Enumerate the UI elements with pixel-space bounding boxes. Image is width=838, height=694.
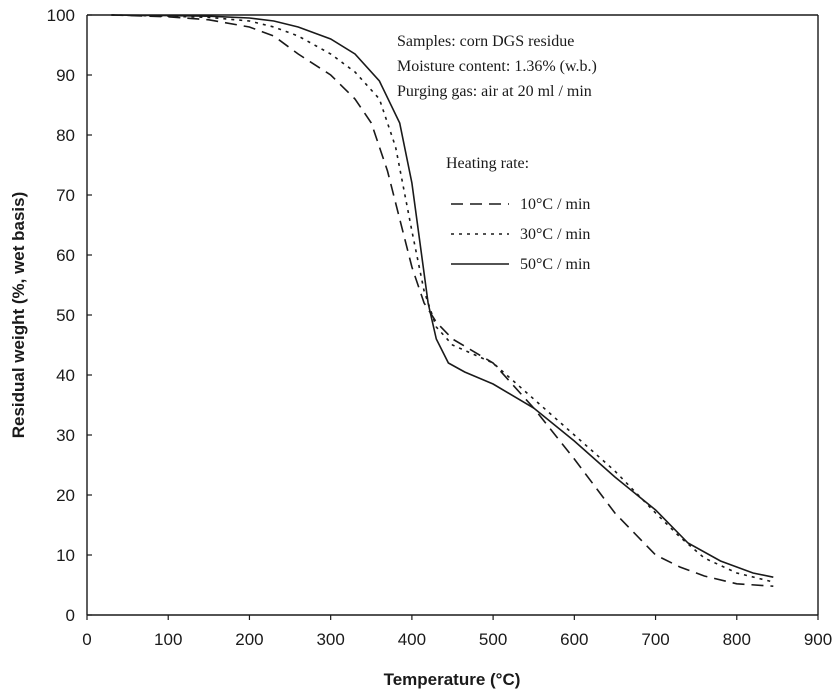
x-tick-label: 200: [235, 630, 263, 649]
x-tick-label: 500: [479, 630, 507, 649]
x-tick-label: 100: [154, 630, 182, 649]
series-line-dashed: [111, 14, 774, 587]
x-tick-label: 600: [560, 630, 588, 649]
y-tick-label: 0: [66, 606, 75, 625]
y-tick-label: 10: [56, 546, 75, 565]
legend-title: Heating rate:: [446, 155, 529, 172]
annotation-purging-gas: Purging gas: air at 20 ml / min: [397, 83, 592, 100]
y-tick-label: 40: [56, 366, 75, 385]
x-tick-label: 800: [723, 630, 751, 649]
x-axis-label: Temperature (°C): [384, 670, 521, 689]
legend-label-50c: 50°C / min: [520, 256, 590, 273]
plot-frame: [86, 14, 819, 616]
annotation-samples: Samples: corn DGS residue: [397, 33, 574, 50]
y-tick-label: 100: [47, 6, 75, 25]
x-tick-label: 700: [641, 630, 669, 649]
legend-label-30c: 30°C / min: [520, 226, 590, 243]
x-tick-label: 400: [398, 630, 426, 649]
y-tick-label: 20: [56, 486, 75, 505]
legend: Heating rate: 10°C / min 30°C / min 50°C…: [446, 155, 590, 273]
annotation-moisture: Moisture content: 1.36% (w.b.): [397, 58, 597, 75]
y-tick-label: 80: [56, 126, 75, 145]
legend-label-10c: 10°C / min: [520, 196, 590, 213]
x-tick-label: 300: [316, 630, 344, 649]
x-tick-label: 0: [82, 630, 91, 649]
y-tick-label: 60: [56, 246, 75, 265]
series-layer: [111, 14, 774, 587]
series-line-solid: [111, 14, 774, 578]
x-ticks: 0 100 200 300 400 500 600 700 800 900: [82, 615, 832, 649]
x-tick-label: 900: [804, 630, 832, 649]
y-tick-label: 50: [56, 306, 75, 325]
y-ticks: 0 10 20 30 40 50 60 70 80 90 100: [47, 6, 92, 625]
series-line-dotted: [111, 14, 774, 583]
y-tick-label: 30: [56, 426, 75, 445]
y-tick-label: 70: [56, 186, 75, 205]
y-axis-label: Residual weight (%, wet basis): [9, 192, 28, 439]
y-tick-label: 90: [56, 66, 75, 85]
